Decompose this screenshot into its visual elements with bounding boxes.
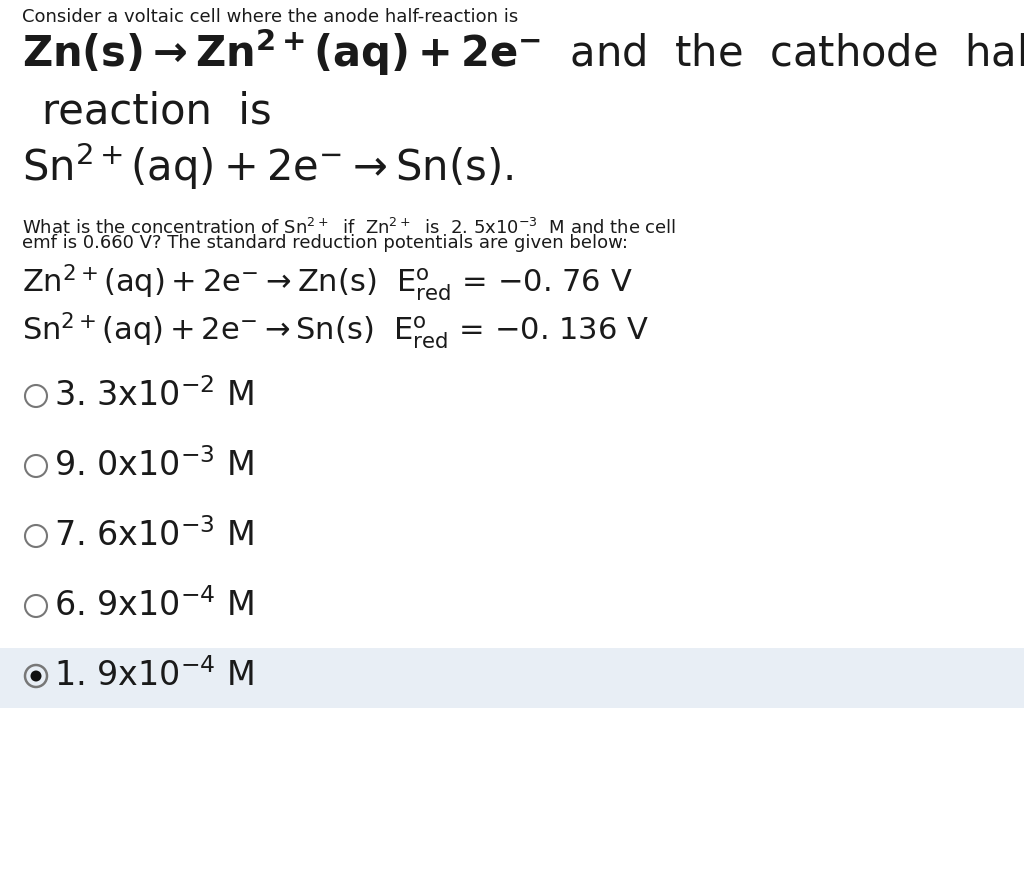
Text: 1. 9x10$^{-4}$ M: 1. 9x10$^{-4}$ M — [54, 658, 254, 693]
Text: 9. 0x10$^{-3}$ M: 9. 0x10$^{-3}$ M — [54, 448, 254, 483]
Text: reaction  is: reaction is — [42, 90, 271, 132]
Text: $\mathrm{Sn^{2+}(aq) + 2e^{-} \rightarrow Sn(s)}$  $\mathrm{E^o_{red}}$ = $-$0. : $\mathrm{Sn^{2+}(aq) + 2e^{-} \rightarro… — [22, 310, 649, 351]
FancyBboxPatch shape — [0, 648, 1024, 708]
Text: 7. 6x10$^{-3}$ M: 7. 6x10$^{-3}$ M — [54, 518, 254, 553]
Text: $\mathbf{Zn(s) \rightarrow Zn^{2+}(aq) + 2e^{-}}$  and  the  cathode  half $-$ c: $\mathbf{Zn(s) \rightarrow Zn^{2+}(aq) +… — [22, 26, 1024, 77]
Text: emf is 0.660 V? The standard reduction potentials are given below:: emf is 0.660 V? The standard reduction p… — [22, 234, 628, 252]
Text: $\mathrm{Zn^{2+}(aq) + 2e^{-} \rightarrow Zn(s)}$  $\mathrm{E^o_{red}}$ = $-$0. : $\mathrm{Zn^{2+}(aq) + 2e^{-} \rightarro… — [22, 262, 633, 303]
Text: Consider a voltaic cell where the anode half-reaction is: Consider a voltaic cell where the anode … — [22, 8, 518, 26]
Text: 6. 9x10$^{-4}$ M: 6. 9x10$^{-4}$ M — [54, 588, 254, 623]
Text: $\mathrm{Sn^{2+}(aq) + 2e^{-} \rightarrow Sn(s).}$: $\mathrm{Sn^{2+}(aq) + 2e^{-} \rightarro… — [22, 140, 513, 192]
Text: 3. 3x10$^{-2}$ M: 3. 3x10$^{-2}$ M — [54, 378, 254, 413]
Circle shape — [31, 670, 42, 682]
Text: What is the concentration of $\mathrm{Sn^{2+}}$  if  $\mathrm{Zn^{2+}}$  is  2. : What is the concentration of $\mathrm{Sn… — [22, 218, 676, 238]
